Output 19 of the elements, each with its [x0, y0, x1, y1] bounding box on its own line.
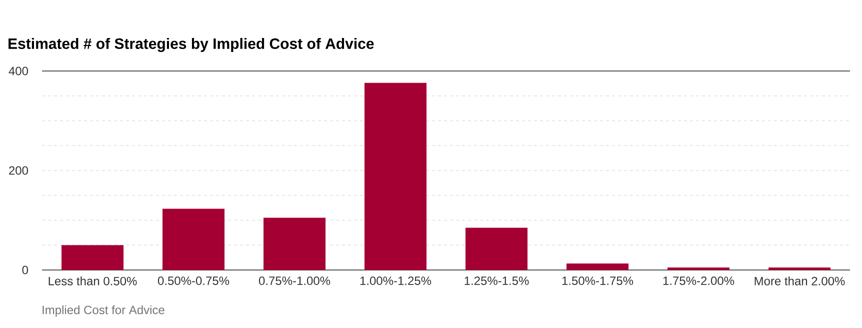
bar [466, 228, 528, 270]
bar [566, 264, 628, 270]
x-tick-label: More than 2.00% [754, 276, 845, 286]
x-tick-label: 1.75%-2.00% [663, 276, 734, 286]
y-tick-label: 400 [8, 66, 28, 76]
x-axis-title: Implied Cost for Advice [42, 305, 164, 317]
x-tick-label: 1.25%-1.5% [464, 276, 529, 286]
bar [264, 218, 326, 270]
x-tick-label: Less than 0.50% [48, 276, 137, 286]
x-tick-label: 1.00%-1.25% [360, 276, 432, 286]
x-tick-label: 0.50%-0.75% [158, 276, 230, 286]
bar [162, 208, 225, 270]
bar [364, 82, 427, 270]
x-tick-label: 0.75%-1.00% [258, 276, 330, 286]
chart-title: Estimated # of Strategies by Implied Cost of Advice [8, 38, 374, 52]
x-tick-label: 1.50%-1.75% [562, 276, 634, 286]
y-tick-label: 0 [22, 266, 28, 274]
y-tick-label: 200 [9, 166, 28, 175]
bar [62, 245, 124, 270]
